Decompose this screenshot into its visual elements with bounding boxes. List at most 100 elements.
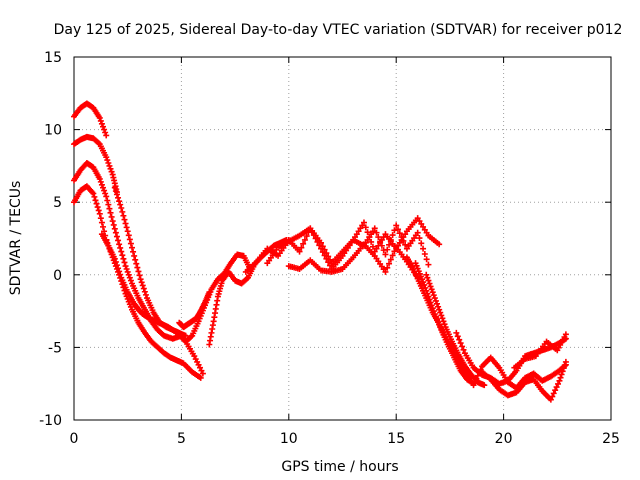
plus-marker bbox=[457, 340, 464, 347]
plus-marker bbox=[188, 333, 195, 340]
plus-marker bbox=[557, 374, 564, 381]
series-trace-11 bbox=[264, 222, 432, 268]
plus-marker bbox=[440, 318, 447, 325]
plus-marker bbox=[96, 114, 103, 121]
plus-marker bbox=[555, 380, 562, 387]
plus-marker bbox=[386, 260, 393, 267]
y-axis-label: SDTVAR / TECUs bbox=[8, 181, 24, 296]
plus-marker bbox=[421, 281, 428, 288]
plus-marker bbox=[103, 193, 110, 200]
y-tick-label: 15 bbox=[44, 50, 62, 66]
plus-marker bbox=[124, 228, 131, 235]
plus-marker bbox=[423, 287, 430, 294]
plus-marker bbox=[391, 227, 398, 234]
plus-marker bbox=[107, 165, 114, 172]
plus-marker bbox=[116, 268, 123, 275]
plus-marker bbox=[386, 241, 393, 248]
plus-marker bbox=[431, 295, 438, 302]
plus-marker bbox=[122, 220, 129, 227]
plus-marker bbox=[562, 331, 569, 338]
plus-marker bbox=[123, 265, 130, 272]
plus-marker bbox=[113, 233, 120, 240]
plus-marker bbox=[105, 159, 112, 166]
plus-marker bbox=[430, 308, 437, 315]
plus-marker bbox=[470, 382, 477, 389]
plus-marker bbox=[391, 248, 398, 255]
plus-marker bbox=[97, 215, 104, 222]
plus-marker bbox=[115, 194, 122, 201]
plus-marker bbox=[115, 237, 122, 244]
plus-marker bbox=[402, 241, 409, 248]
plus-marker bbox=[427, 283, 434, 290]
plus-marker bbox=[325, 253, 332, 260]
plus-marker bbox=[197, 374, 204, 381]
tick-labels: 0 5 10 15 20 25 -10 -5 0 5 10 15 bbox=[39, 50, 620, 447]
plus-marker bbox=[123, 224, 130, 231]
plus-marker bbox=[552, 387, 559, 394]
plus-marker bbox=[120, 255, 127, 262]
plus-marker bbox=[424, 290, 431, 297]
plus-marker bbox=[459, 343, 466, 350]
plus-marker bbox=[119, 208, 126, 215]
plus-marker bbox=[103, 132, 110, 139]
plus-marker bbox=[109, 218, 116, 225]
plus-marker bbox=[117, 201, 124, 208]
plus-marker bbox=[364, 229, 371, 236]
chart-title: Day 125 of 2025, Sidereal Day-to-day VTE… bbox=[54, 22, 623, 38]
series-trace-17 bbox=[470, 354, 569, 392]
plus-marker bbox=[301, 236, 308, 243]
plus-marker bbox=[389, 232, 396, 239]
plus-marker bbox=[97, 117, 104, 124]
plus-marker bbox=[460, 346, 467, 353]
plus-marker bbox=[117, 244, 124, 251]
x-tick-label: 25 bbox=[602, 431, 620, 447]
plus-marker bbox=[396, 230, 403, 237]
series-trace-18 bbox=[479, 358, 569, 403]
plus-marker bbox=[101, 126, 108, 133]
x-tick-label: 5 bbox=[177, 431, 186, 447]
plus-marker bbox=[120, 212, 127, 219]
plus-marker bbox=[434, 300, 441, 307]
plus-marker bbox=[427, 299, 434, 306]
series-trace-14 bbox=[412, 260, 477, 387]
plus-marker bbox=[140, 285, 147, 292]
plus-marker bbox=[474, 372, 481, 379]
x-tick-label: 10 bbox=[280, 431, 298, 447]
plus-marker bbox=[126, 274, 133, 281]
plus-marker bbox=[319, 243, 326, 250]
plus-marker bbox=[558, 371, 565, 378]
plus-marker bbox=[303, 233, 310, 240]
plus-marker bbox=[425, 277, 432, 284]
plus-marker bbox=[296, 248, 303, 255]
tick-marks bbox=[73, 56, 612, 421]
plus-marker bbox=[420, 279, 427, 286]
plus-marker bbox=[111, 225, 118, 232]
plus-marker bbox=[121, 216, 128, 223]
plus-marker bbox=[137, 276, 144, 283]
plus-marker bbox=[128, 244, 135, 251]
plus-marker bbox=[116, 241, 123, 248]
plus-marker bbox=[136, 272, 143, 279]
plus-marker bbox=[102, 190, 109, 197]
plus-marker bbox=[418, 240, 425, 247]
plus-marker bbox=[132, 256, 139, 263]
plus-marker bbox=[454, 333, 461, 340]
plus-marker bbox=[104, 197, 111, 204]
plus-marker bbox=[436, 241, 443, 248]
plus-marker bbox=[371, 225, 378, 232]
plus-marker bbox=[101, 187, 108, 194]
plus-marker bbox=[110, 221, 117, 228]
plus-marker bbox=[321, 246, 328, 253]
plus-marker bbox=[112, 258, 119, 265]
plus-marker bbox=[432, 297, 439, 304]
y-tick-label: 0 bbox=[53, 268, 62, 284]
series-trace-2 bbox=[71, 159, 185, 342]
plus-marker bbox=[360, 219, 367, 226]
plus-marker bbox=[547, 396, 554, 403]
plus-marker bbox=[99, 123, 106, 130]
plus-marker bbox=[127, 240, 134, 247]
plus-marker bbox=[102, 129, 109, 136]
y-tick-label: 5 bbox=[53, 195, 62, 211]
plus-marker bbox=[199, 370, 206, 377]
